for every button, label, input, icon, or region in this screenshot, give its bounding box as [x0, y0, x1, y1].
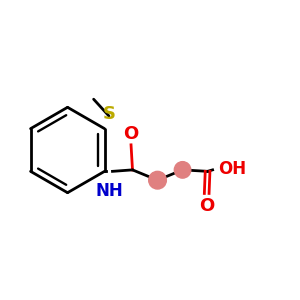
Text: S: S	[102, 105, 116, 123]
Text: OH: OH	[218, 160, 247, 178]
Text: O: O	[199, 197, 214, 215]
Circle shape	[174, 162, 191, 178]
Text: NH: NH	[96, 182, 123, 200]
Circle shape	[149, 171, 167, 189]
Text: O: O	[123, 125, 139, 143]
